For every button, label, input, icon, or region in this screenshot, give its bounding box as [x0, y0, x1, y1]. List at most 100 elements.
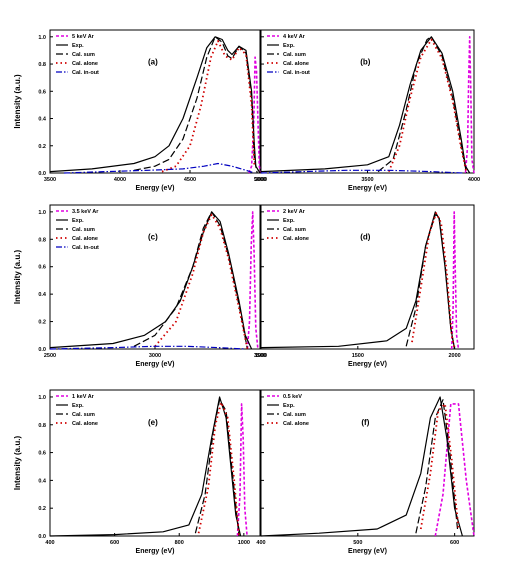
legend-label-sum: Cal. sum: [72, 52, 95, 58]
panel-f: 400 500 600 Energy (eV) (f) 0.5 keV Exp. Cal. s…: [256, 389, 475, 555]
legend-label-sum: Cal. sum: [72, 227, 95, 233]
y-tick-label: 1.0: [38, 210, 46, 216]
legend-label-alone: Cal. alone: [72, 61, 98, 67]
panel-frame: [260, 204, 475, 350]
x-axis-label: Energy (eV): [136, 361, 175, 368]
y-tick-label: 0.6: [38, 451, 46, 457]
series-exp-line: [260, 396, 463, 537]
legend-label-ar: 2 keV Ar: [283, 209, 306, 215]
x-tick-label: 5000: [254, 177, 266, 183]
panel-e: 0.0 0.2 0.4 0.6 0.8 1.0 400 600 800 1000 Energy (e…: [13, 389, 261, 555]
y-tick-label: 0.0: [38, 534, 46, 540]
legend-label-ar: 5 keV Ar: [72, 34, 95, 40]
series-ar-line: [236, 403, 248, 537]
legend-label-sum: Cal. sum: [283, 227, 306, 233]
x-tick-label: 500: [353, 540, 362, 546]
series-alone-line: [161, 40, 256, 173]
series-sum-line: [405, 214, 456, 350]
y-axis-label: Intensity (a.u.): [13, 74, 22, 129]
legend-label-exp: Exp.: [283, 403, 295, 409]
legend-label-alone: Cal. alone: [72, 421, 98, 427]
y-tick-label: 0.4: [38, 478, 47, 484]
panel-frame: [49, 29, 261, 174]
legend-label-sum: Cal. sum: [72, 412, 95, 418]
x-tick-label: 600: [450, 540, 459, 546]
y-tick-label: 0.0: [38, 171, 46, 177]
panel-label: (d): [360, 233, 371, 242]
series-ar-line: [246, 211, 259, 350]
panel-label: (c): [148, 233, 158, 242]
panel-a: 0.0 0.2 0.4 0.6 0.8 1.0 3500 4000 4500 5000 Energy…: [13, 29, 266, 192]
legend-label-sum: Cal. sum: [283, 412, 306, 418]
y-axis-label: Intensity (a.u.): [13, 436, 22, 491]
legend-label-alone: Cal. alone: [72, 236, 98, 242]
x-tick-label: 4000: [114, 177, 126, 183]
series-sum-line: [194, 399, 240, 537]
y-tick-label: 0.8: [38, 62, 46, 68]
legend-label-exp: Exp.: [283, 218, 295, 224]
panel-d: 1000 1500 2000 Energy (eV) (d) 2 keV Ar Exp. Ca…: [255, 204, 475, 368]
panel-b: 3000 3500 4000 Energy (eV) (b) 4 keV Ar Exp. Ca…: [255, 29, 480, 192]
series-alone-line: [197, 401, 240, 537]
legend-label-exp: Exp.: [72, 403, 84, 409]
x-tick-label: 1000: [238, 540, 250, 546]
series-exp-line: [260, 36, 471, 174]
y-axis-label: Intensity (a.u.): [13, 250, 22, 305]
panel-label: (a): [148, 57, 158, 66]
x-tick-label: 3500: [361, 177, 373, 183]
legend-label-exp: Exp.: [72, 43, 84, 49]
panel-frame: [49, 389, 261, 537]
series-ar-line: [434, 403, 475, 537]
legend-label-alone: Cal. alone: [283, 61, 309, 67]
x-tick-label: 3000: [149, 353, 161, 359]
legend-label-ar: 0.5 keV: [283, 394, 302, 400]
panel-c: 0.0 0.2 0.4 0.6 0.8 1.0 2500 3000 3500 Energy (eV…: [13, 204, 266, 368]
x-tick-label: 3500: [44, 177, 56, 183]
panel-label: (e): [148, 418, 158, 427]
x-axis-label: Energy (eV): [348, 548, 387, 555]
y-tick-label: 0.2: [38, 320, 46, 326]
y-tick-label: 0.2: [38, 144, 46, 150]
legend-label-alone: Cal. alone: [283, 421, 309, 427]
panel-label: (f): [361, 418, 369, 427]
y-tick-label: 0.8: [38, 237, 46, 243]
panel-frame: [260, 389, 475, 537]
x-tick-label: 2500: [44, 353, 56, 359]
y-tick-label: 0.4: [38, 117, 47, 123]
panel-label: (b): [360, 57, 371, 66]
legend-label-ar: 1 keV Ar: [72, 394, 95, 400]
y-tick-label: 0.6: [38, 89, 46, 95]
series-inout-line: [260, 169, 464, 174]
legend-label-sum: Cal. sum: [283, 52, 306, 58]
y-tick-label: 0.8: [38, 423, 46, 429]
y-tick-label: 0.4: [38, 292, 47, 298]
legend-label-exp: Exp.: [72, 218, 84, 224]
series-alone-line: [387, 38, 468, 174]
y-tick-label: 1.0: [38, 35, 46, 41]
y-tick-label: 0.0: [38, 347, 46, 353]
series-ar-line: [248, 56, 262, 174]
series-inout-line: [63, 162, 255, 174]
y-tick-label: 1.0: [38, 395, 46, 401]
legend-label-ar: 3.5 keV Ar: [72, 209, 99, 215]
series-inout-line: [49, 345, 246, 350]
series-sum-line: [377, 36, 468, 174]
series-sum-line: [133, 211, 248, 350]
series-alone-line: [411, 212, 456, 350]
legend-label-inout: Cal. in-out: [283, 70, 310, 76]
x-tick-label: 400: [256, 540, 265, 546]
y-tick-label: 0.2: [38, 506, 46, 512]
legend-label-inout: Cal. in-out: [72, 70, 99, 76]
x-tick-label: 2000: [449, 353, 461, 359]
legend-label-exp: Exp.: [283, 43, 295, 49]
x-axis-label: Energy (eV): [136, 548, 175, 555]
legend-label-ar: 4 keV Ar: [283, 34, 306, 40]
legend-label-alone: Cal. alone: [283, 236, 309, 242]
x-tick-label: 4500: [184, 177, 196, 183]
series-exp-line: [49, 396, 242, 537]
series-ar-line: [464, 35, 475, 174]
x-tick-label: 400: [45, 540, 54, 546]
y-tick-label: 0.6: [38, 265, 46, 271]
x-tick-label: 3500: [254, 353, 266, 359]
x-tick-label: 1000: [255, 353, 267, 359]
